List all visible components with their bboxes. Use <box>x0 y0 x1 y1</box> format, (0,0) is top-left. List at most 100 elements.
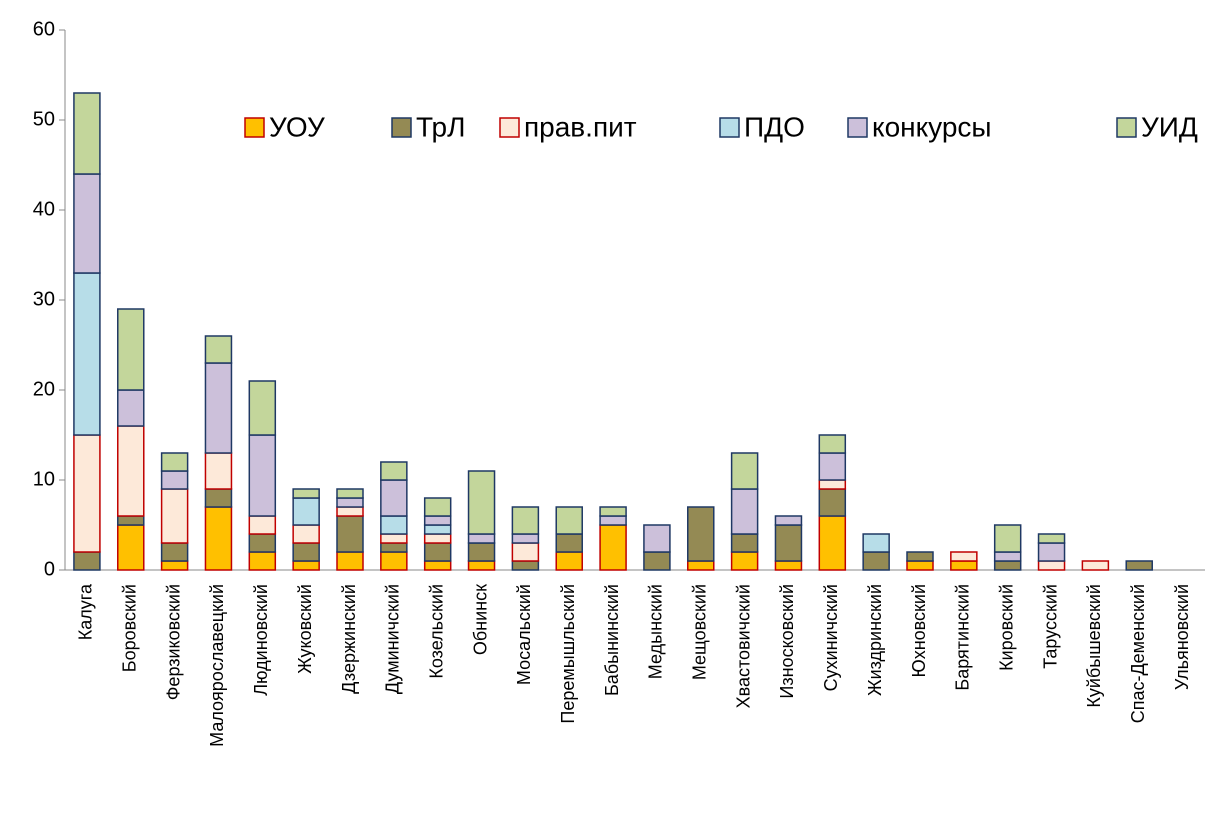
x-tick-label: Хвастовичский <box>733 584 753 708</box>
x-tick-label: Медынский <box>646 584 666 679</box>
bar-segment <box>730 488 759 535</box>
x-tick-label: Калуга <box>76 583 96 640</box>
x-tick-label: Дзержинский <box>339 584 359 694</box>
bar-segment <box>380 551 408 571</box>
x-tick-label: Малоярославецкий <box>207 584 227 747</box>
bar-segment <box>730 551 759 571</box>
bar-segment <box>950 560 978 571</box>
x-tick-label: Спас-Деменский <box>1128 584 1148 723</box>
y-tick-label: 0 <box>44 558 55 580</box>
legend-swatch <box>391 117 412 138</box>
bar-segment <box>555 506 583 535</box>
y-tick-label: 30 <box>33 288 55 310</box>
bar-segment <box>423 515 452 526</box>
bar-segment <box>599 506 627 517</box>
bar-segment <box>599 515 627 526</box>
bar-segment <box>423 533 452 544</box>
bar-segment <box>599 524 627 571</box>
bar-segment <box>380 461 408 481</box>
bar-segment <box>774 524 803 562</box>
bar-segment <box>818 452 847 481</box>
bar-segment <box>511 560 540 571</box>
bar-segment <box>248 551 277 571</box>
legend-label: УОУ <box>269 111 325 142</box>
x-tick-label: Обнинск <box>470 584 490 655</box>
bar-segment <box>117 524 145 571</box>
bar-segment <box>1037 533 1066 544</box>
legend-label: конкурсы <box>872 111 992 142</box>
bar-segment <box>292 497 320 526</box>
bar-segment <box>248 434 277 517</box>
bar-segment <box>774 515 803 526</box>
legend-label: ТрЛ <box>416 111 465 142</box>
bar-segment <box>204 488 233 508</box>
x-tick-label: Боровский <box>120 584 140 672</box>
bar-segment <box>117 425 145 517</box>
bar-segment <box>862 551 890 571</box>
x-tick-label: Юхновский <box>909 584 929 677</box>
bar-segment <box>643 551 671 571</box>
bar-segment <box>160 470 189 490</box>
bar-segment <box>160 560 189 571</box>
bar-segment <box>687 560 715 571</box>
bar-segment <box>555 551 583 571</box>
bar-segment <box>380 479 408 517</box>
bar-segment <box>248 515 277 535</box>
bar-segment <box>204 362 233 454</box>
legend-swatch <box>499 117 520 138</box>
bar-segment <box>467 542 496 562</box>
y-tick-label: 50 <box>33 108 55 130</box>
bar-segment <box>818 479 847 490</box>
x-tick-label: Думиничский <box>383 584 403 694</box>
bar-segment <box>117 389 145 427</box>
legend-swatch <box>719 117 740 138</box>
legend-label: прав.пит <box>524 111 637 142</box>
bar-segment <box>906 560 934 571</box>
bar-segment <box>423 497 452 517</box>
bar-segment <box>117 308 145 391</box>
bar-segment <box>248 533 277 553</box>
bar-segment <box>467 560 496 571</box>
bar-segment <box>73 272 101 436</box>
bar-segment <box>643 524 671 553</box>
bar-segment <box>993 524 1022 553</box>
bar-segment <box>117 515 145 526</box>
x-tick-label: Козельский <box>426 584 446 679</box>
legend-swatch <box>847 117 868 138</box>
bar-segment <box>160 452 189 472</box>
bar-segment <box>687 506 715 562</box>
legend-label: УИД <box>1141 111 1198 142</box>
legend-label: ПДО <box>744 111 805 142</box>
y-tick-label: 40 <box>33 198 55 220</box>
bar-segment <box>423 542 452 562</box>
bar-segment <box>336 506 364 517</box>
bar-segment <box>336 551 364 571</box>
bar-segment <box>73 434 101 553</box>
x-tick-label: Ульяновский <box>1172 584 1192 690</box>
bar-segment <box>73 551 101 571</box>
x-tick-label: Барятинский <box>953 584 973 691</box>
legend-swatch <box>244 117 265 138</box>
bar-segment <box>906 551 934 562</box>
x-tick-label: Куйбышевский <box>1084 584 1104 708</box>
x-tick-label: Жиздринский <box>865 584 885 696</box>
x-tick-label: Бабынинский <box>602 584 622 696</box>
y-tick-label: 60 <box>33 18 55 40</box>
bar-segment <box>1037 542 1066 562</box>
bar-segment <box>730 452 759 490</box>
bar-segment <box>423 524 452 535</box>
bar-segment <box>336 488 364 499</box>
x-tick-label: Ферзиковский <box>163 584 183 700</box>
bar-segment <box>292 524 320 544</box>
x-tick-label: Сухиничский <box>821 584 841 691</box>
bar-segment <box>204 335 233 364</box>
bar-segment <box>204 506 233 571</box>
bar-segment <box>467 470 496 535</box>
bar-segment <box>292 488 320 499</box>
bar-segment <box>993 551 1022 562</box>
bar-segment <box>818 488 847 517</box>
bar-segment <box>160 542 189 562</box>
bar-segment <box>380 515 408 535</box>
bar-segment <box>993 560 1022 571</box>
